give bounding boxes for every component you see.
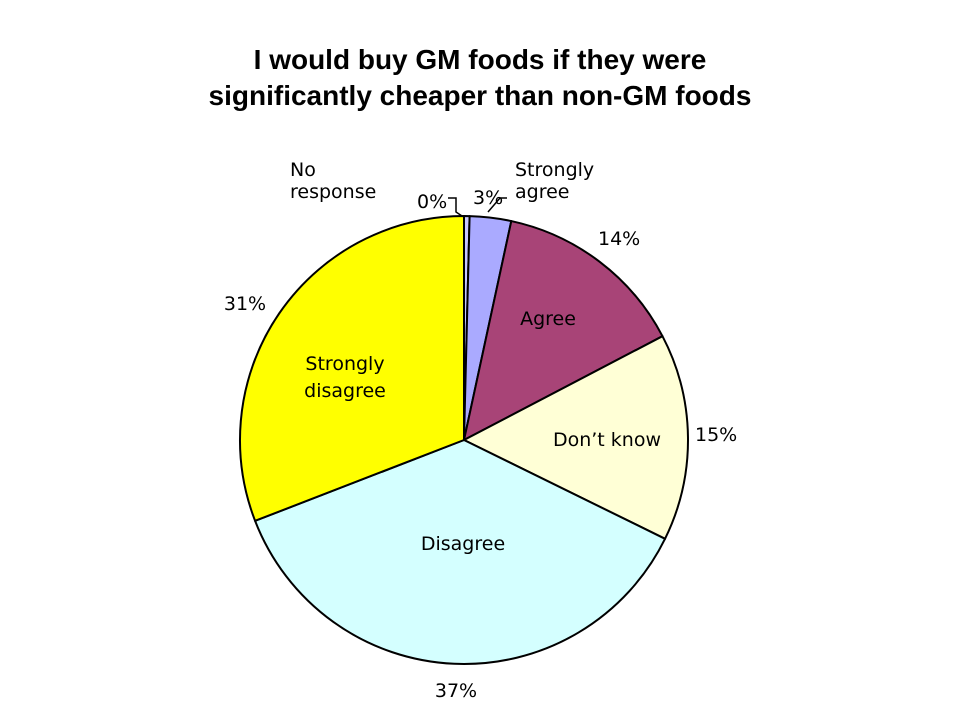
slice-disagree (254, 439, 667, 665)
category-label-don-t-know: Don’t know (553, 429, 661, 451)
slice-don-t-know (463, 335, 689, 540)
value-label-strongly-disagree: 31% (224, 293, 266, 315)
category-label-disagree: Disagree (421, 533, 505, 555)
category-label-strongly-disagree: Strongly disagree (304, 353, 386, 402)
slice-agree (463, 220, 664, 441)
value-label-don-t-know: 15% (695, 424, 737, 446)
category-label-strongly-agree: Strongly agree (515, 159, 594, 203)
chart-title-line-1: I would buy GM foods if they were (253, 44, 707, 75)
category-label-agree: Agree (520, 308, 576, 330)
chart-title: I would buy GM foods if they were signif… (0, 42, 960, 114)
value-label-strongly-agree: 3% (473, 187, 503, 209)
value-label-agree: 14% (598, 228, 640, 250)
value-label-disagree: 37% (435, 680, 477, 702)
leader-line-strongly-agree (487, 197, 507, 213)
slice-strongly-disagree (239, 215, 465, 522)
leader-lines (448, 197, 507, 217)
pie-labels: No response 0% Strongly agree 3% Agree 14% Don’t… (224, 159, 737, 702)
pie-slices (239, 214, 689, 665)
value-label-no-response: 0% (417, 191, 447, 213)
leader-line-no-response (448, 197, 463, 217)
category-label-no-response: No response (290, 159, 376, 203)
chart-title-line-2: significantly cheaper than non-GM foods (208, 80, 752, 111)
